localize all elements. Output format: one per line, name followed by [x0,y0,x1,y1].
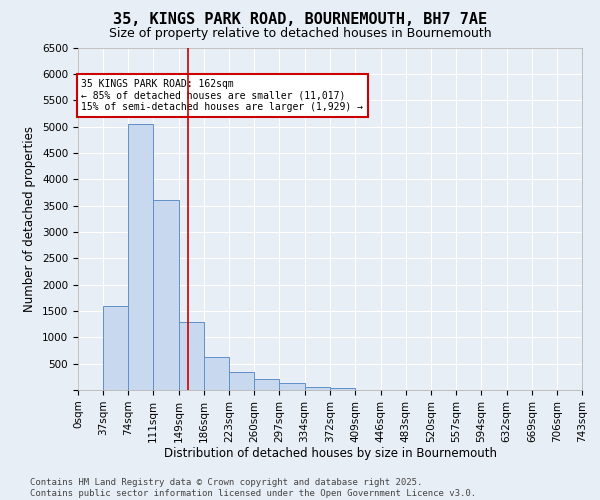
Bar [128,124,153,390]
Text: Size of property relative to detached houses in Bournemouth: Size of property relative to detached ho… [109,28,491,40]
Bar [305,387,331,390]
Bar [179,322,204,390]
Text: 35 KINGS PARK ROAD: 162sqm
← 85% of detached houses are smaller (11,017)
15% of : 35 KINGS PARK ROAD: 162sqm ← 85% of deta… [82,79,364,112]
Bar [204,357,229,390]
Y-axis label: Number of detached properties: Number of detached properties [23,126,37,312]
Bar [229,372,254,390]
X-axis label: Distribution of detached houses by size in Bournemouth: Distribution of detached houses by size … [163,448,497,460]
Text: Contains HM Land Registry data © Crown copyright and database right 2025.
Contai: Contains HM Land Registry data © Crown c… [30,478,476,498]
Bar [103,306,128,390]
Bar [254,380,280,390]
Bar [280,383,305,390]
Bar [331,388,355,390]
Text: 35, KINGS PARK ROAD, BOURNEMOUTH, BH7 7AE: 35, KINGS PARK ROAD, BOURNEMOUTH, BH7 7A… [113,12,487,28]
Bar [153,200,179,390]
